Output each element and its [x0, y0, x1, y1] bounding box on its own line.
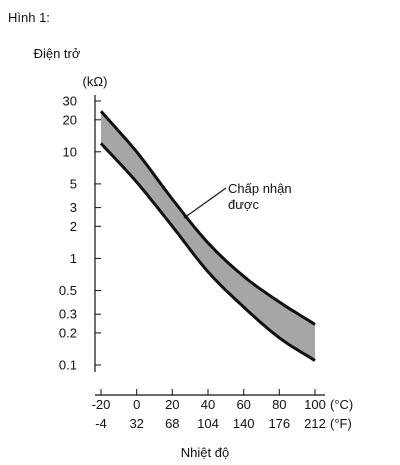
y-tick-label: 10 [63, 144, 77, 159]
x-tick-label-c: 80 [272, 397, 286, 412]
x-tick-label-f: 32 [129, 416, 143, 431]
y-tick-label: 2 [70, 219, 77, 234]
y-tick-label: 0.3 [59, 307, 77, 322]
x-tick-group: -20 -4 0 32 20 68 40 104 60 140 80 176 100 212 [92, 389, 326, 431]
y-tick-label: 0.5 [59, 283, 77, 298]
x-tick-label-f: -4 [95, 416, 107, 431]
series-line-lower [99, 142, 316, 362]
series-curves [99, 110, 316, 362]
x-tick-label-f: 212 [304, 416, 326, 431]
x-tick-label-f: 140 [233, 416, 255, 431]
y-tick-label: 20 [63, 112, 77, 127]
chart-title: Hình 1: [8, 10, 50, 25]
x-tick-label-c: 40 [201, 397, 215, 412]
y-tick-label: 0.1 [59, 358, 77, 373]
x-tick-label-c: 100 [304, 397, 326, 412]
y-tick-label: 3 [70, 200, 77, 215]
y-tick-label: 1 [70, 251, 77, 266]
x-tick-label-f: 104 [197, 416, 219, 431]
y-tick-label: 0.2 [59, 325, 77, 340]
x-tick-label-f: 176 [268, 416, 290, 431]
y-axis-label: Điện trở [34, 46, 81, 61]
y-tick-group: 30 20 10 5 3 2 1 0.5 0.3 0.2 0.1 [59, 94, 101, 373]
y-tick-label: 5 [70, 176, 77, 191]
annotation-leader-line [183, 187, 227, 219]
x-tick-label-f: 68 [165, 416, 179, 431]
annotation-label-line1: Chấp nhận [228, 181, 292, 196]
x-tick-label-c: 60 [236, 397, 250, 412]
series-line-upper [99, 110, 316, 326]
x-axis-label: Nhiệt độ [181, 445, 229, 460]
x-tick-label-c: -20 [92, 397, 111, 412]
acceptable-band-fill [101, 111, 315, 361]
x-unit-fahrenheit: (°F) [330, 416, 352, 431]
y-tick-label: 30 [63, 94, 77, 109]
x-tick-label-c: 0 [133, 397, 140, 412]
acceptable-band [101, 111, 315, 361]
annotation-label-line2: được [228, 197, 259, 212]
x-unit-celsius: (°C) [330, 397, 353, 412]
x-tick-label-c: 20 [165, 397, 179, 412]
y-axis-unit: (kΩ) [83, 74, 108, 89]
